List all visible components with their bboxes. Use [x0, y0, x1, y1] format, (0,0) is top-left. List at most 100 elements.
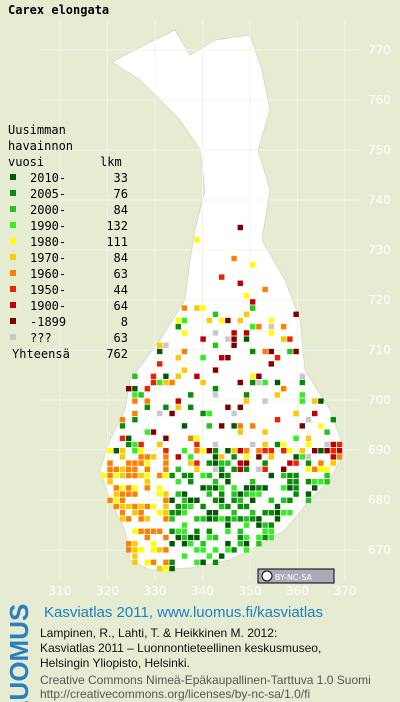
- record-square: [225, 404, 231, 410]
- legend-swatch: [10, 302, 16, 308]
- record-square: [231, 336, 237, 342]
- record-square: [157, 565, 163, 572]
- record-square: [194, 441, 200, 448]
- record-square: [132, 448, 138, 454]
- record-square: [188, 479, 194, 485]
- record-square: [175, 528, 181, 534]
- record-square: [206, 534, 212, 541]
- record-square: [219, 466, 225, 472]
- record-square: [287, 448, 293, 454]
- record-square: [144, 479, 150, 485]
- record-square: [132, 528, 138, 534]
- record-square: [243, 491, 250, 497]
- record-square: [274, 355, 281, 361]
- record-square: [206, 485, 212, 491]
- record-square: [188, 541, 194, 547]
- legend-swatch: [10, 334, 16, 340]
- record-square: [243, 534, 250, 541]
- record-square: [163, 503, 169, 510]
- record-square: [256, 324, 262, 330]
- record-square: [293, 435, 299, 441]
- record-square: [188, 404, 194, 410]
- legend-label: 1950-: [30, 283, 66, 297]
- north-label: 720: [368, 293, 391, 307]
- record-square: [181, 497, 188, 503]
- badge-box: [257, 568, 335, 584]
- record-square: [200, 547, 206, 553]
- record-square: [219, 516, 225, 522]
- record-square: [163, 404, 169, 410]
- record-square: [330, 460, 336, 466]
- record-square: [163, 565, 169, 572]
- badge-icon: [261, 570, 273, 582]
- record-square: [175, 398, 181, 404]
- record-square: [150, 373, 157, 379]
- record-square: [225, 528, 231, 534]
- record-square: [175, 466, 181, 472]
- record-square: [330, 454, 336, 460]
- record-square: [324, 472, 330, 479]
- record-square: [293, 485, 299, 491]
- record-square: [219, 472, 225, 479]
- record-square: [119, 510, 126, 516]
- record-square: [299, 398, 305, 404]
- record-square: [169, 472, 175, 479]
- record-square: [181, 305, 188, 311]
- legend-total: 762: [106, 347, 128, 361]
- record-square: [268, 454, 274, 460]
- record-square: [293, 479, 299, 485]
- record-square: [194, 466, 200, 472]
- record-square: [119, 448, 126, 454]
- record-square: [237, 423, 243, 429]
- citation: Lampinen, R., Lahti, T. & Heikkinen M. 2…: [40, 626, 277, 640]
- record-square: [169, 516, 175, 522]
- record-square: [268, 528, 274, 534]
- record-square: [181, 423, 188, 429]
- record-square: [107, 460, 113, 466]
- record-square: [281, 497, 287, 503]
- record-square: [293, 472, 299, 479]
- record-square: [194, 516, 200, 522]
- record-square: [237, 516, 243, 522]
- record-square: [281, 324, 287, 330]
- record-square: [287, 497, 293, 503]
- record-square: [287, 479, 293, 485]
- record-square: [262, 379, 268, 386]
- record-square: [200, 305, 206, 311]
- record-square: [237, 379, 243, 386]
- record-square: [119, 497, 126, 503]
- record-square: [243, 466, 250, 472]
- record-square: [219, 553, 225, 559]
- record-square: [181, 541, 188, 547]
- legend-label: ???: [30, 331, 52, 345]
- record-square: [243, 503, 250, 510]
- record-square: [293, 460, 299, 466]
- records: [101, 224, 343, 572]
- record-square: [119, 472, 126, 479]
- record-square: [231, 454, 237, 460]
- record-square: [126, 485, 132, 491]
- legend-heading: vuosi: [8, 155, 44, 169]
- record-square: [157, 510, 163, 516]
- record-square: [157, 361, 163, 367]
- record-square: [262, 448, 268, 454]
- record-square: [225, 503, 231, 510]
- record-square: [237, 280, 243, 286]
- record-square: [132, 547, 138, 553]
- record-square: [126, 516, 132, 522]
- record-square: [150, 454, 157, 460]
- record-square: [181, 503, 188, 510]
- record-square: [194, 497, 200, 503]
- record-square: [312, 485, 318, 491]
- legend-swatch: [10, 318, 16, 324]
- record-square: [305, 491, 312, 497]
- record-square: [175, 324, 181, 330]
- record-square: [274, 503, 281, 510]
- record-square: [200, 559, 206, 565]
- record-square: [200, 485, 206, 491]
- record-square: [138, 547, 144, 553]
- record-square: [243, 448, 250, 454]
- record-square: [132, 541, 138, 547]
- record-square: [144, 466, 150, 472]
